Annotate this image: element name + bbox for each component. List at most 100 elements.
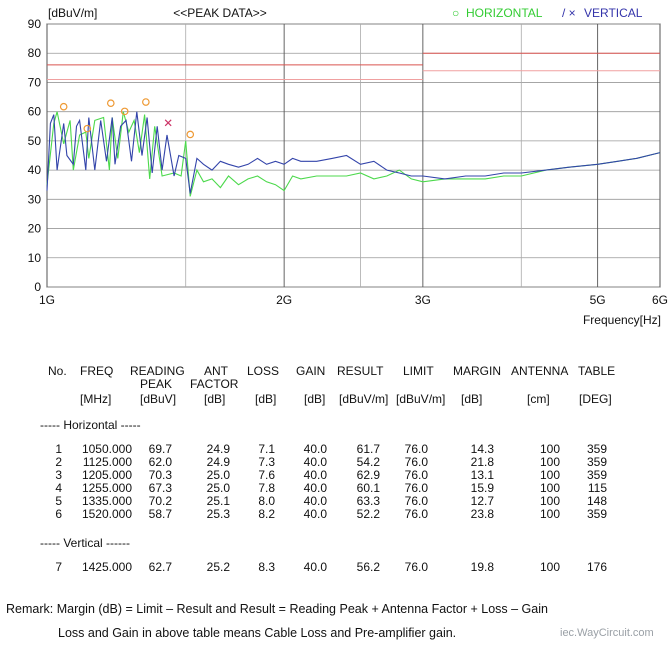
table-cell: 8.3 <box>258 560 275 574</box>
peak-marker-horizontal <box>142 98 150 106</box>
table-cell: 62.0 <box>148 455 172 469</box>
table-cell: 58.7 <box>148 507 172 521</box>
y-tick-label: 10 <box>28 251 42 265</box>
table-cell: 359 <box>586 442 607 456</box>
table-cell: 76.0 <box>404 481 428 495</box>
table-cell: 100 <box>539 560 560 574</box>
table-cell: 23.8 <box>470 507 494 521</box>
section-vertical: ----- Vertical ------ <box>40 536 130 550</box>
table-cell: 67.3 <box>148 481 172 495</box>
table-cell: 359 <box>586 455 607 469</box>
plot-frame <box>46 23 661 288</box>
table-cell: 7.6 <box>258 468 275 482</box>
table-cell: 5 <box>55 494 62 508</box>
x-tick-label: 6G <box>652 293 668 307</box>
chart-title: <<PEAK DATA>> <box>173 6 267 20</box>
peak-marker-horizontal <box>186 130 195 139</box>
y-tick-label: 60 <box>28 105 42 119</box>
table-cell: 40.0 <box>303 455 327 469</box>
emission-chart: 0 10 20 30 40 50 60 70 80 90 1G 2G 3G 5G 6G [dBuV/m] <<P… <box>28 6 668 327</box>
unit-antenna: [cm] <box>527 392 550 406</box>
table-cell: 61.7 <box>356 442 380 456</box>
table-cell: 4 <box>55 481 62 495</box>
table-cell: 76.0 <box>404 560 428 574</box>
table-cell: 1255.000 <box>81 481 132 495</box>
header-no: No. <box>48 364 67 378</box>
series-line-horizontal <box>46 111 661 197</box>
header-antenna: ANTENNA <box>511 364 569 378</box>
table-cell: 176 <box>586 560 607 574</box>
y-tick-label: 70 <box>28 75 42 89</box>
x-tick-label: 3G <box>415 293 431 307</box>
header-ant: ANT <box>204 364 228 378</box>
table-cell: 7 <box>55 560 62 574</box>
remark-line-2: Loss and Gain in above table means Cable… <box>58 626 457 640</box>
remark-line-1: Remark: Margin (dB) = Limit – Result and… <box>6 602 548 616</box>
header-margin: MARGIN <box>453 364 501 378</box>
x-tick-label: 5G <box>590 293 606 307</box>
y-tick-label: 50 <box>28 134 42 148</box>
series-line-vertical <box>46 111 661 194</box>
table-cell: 19.8 <box>470 560 494 574</box>
table-cell: 13.1 <box>470 468 494 482</box>
table-cell: 1050.000 <box>81 442 132 456</box>
table-cell: 25.1 <box>206 494 230 508</box>
header-limit: LIMIT <box>403 364 434 378</box>
header-result: RESULT <box>337 364 384 378</box>
legend-horizontal-label: HORIZONTAL <box>466 6 543 20</box>
unit-freq: [MHz] <box>80 392 112 406</box>
peak-marker-vertical <box>164 119 172 127</box>
table-cell: 70.3 <box>148 468 172 482</box>
table-cell: 76.0 <box>404 494 428 508</box>
watermark-text: iec.WayCircuit.com <box>560 627 654 639</box>
legend-vertical-marker: / × <box>562 6 576 20</box>
table-cell: 8.2 <box>258 507 275 521</box>
table-cell: 115 <box>587 481 607 495</box>
table-cell: 62.7 <box>148 560 172 574</box>
header-reading-peak: PEAK <box>140 377 173 391</box>
table-cell: 54.2 <box>356 455 380 469</box>
table-cell: 25.3 <box>206 507 230 521</box>
header-freq: FREQ <box>80 364 114 378</box>
table-cell: 15.9 <box>470 481 494 495</box>
table-cell: 7.1 <box>258 442 275 456</box>
table-cell: 7.3 <box>258 455 275 469</box>
table-cell: 25.2 <box>206 560 230 574</box>
peak-marker-horizontal <box>120 107 129 116</box>
table-cell: 1125.000 <box>82 455 132 469</box>
table-cell: 40.0 <box>303 507 327 521</box>
table-cell: 52.2 <box>356 507 380 521</box>
table-cell: 76.0 <box>404 507 428 521</box>
unit-result: [dBuV/m] <box>339 392 389 406</box>
table-cell: 24.9 <box>206 442 230 456</box>
legend-vertical-label: VERTICAL <box>584 6 643 20</box>
table-cell: 62.9 <box>356 468 380 482</box>
table-cell: 24.9 <box>206 455 230 469</box>
table-cell: 100 <box>539 507 560 521</box>
table-cell: 76.0 <box>404 442 428 456</box>
x-axis-label: Frequency[Hz] <box>583 313 661 327</box>
table-cell: 40.0 <box>303 468 327 482</box>
table-cell: 100 <box>539 494 560 508</box>
table-cell: 25.0 <box>206 468 230 482</box>
header-gain: GAIN <box>296 364 326 378</box>
table-cell: 40.0 <box>303 481 327 495</box>
table-cell: 21.8 <box>470 455 494 469</box>
y-tick-label: 40 <box>28 163 42 177</box>
x-tick-label: 2G <box>276 293 292 307</box>
table-cell: 6 <box>55 507 62 521</box>
table-cell: 7.8 <box>258 481 275 495</box>
table-cell: 148 <box>586 494 607 508</box>
y-axis-label: [dBuV/m] <box>48 6 97 20</box>
y-tick-label: 20 <box>28 222 42 236</box>
table-cell: 1520.000 <box>81 507 132 521</box>
header-loss: LOSS <box>247 364 280 378</box>
unit-ant: [dB] <box>204 392 226 406</box>
table-cell: 1335.000 <box>81 494 132 508</box>
unit-margin: [dB] <box>461 392 483 406</box>
table-cell: 12.7 <box>470 494 494 508</box>
y-tick-label: 90 <box>28 17 42 31</box>
unit-limit: [dBuV/m] <box>396 392 446 406</box>
table-cell: 14.3 <box>470 442 494 456</box>
table-cell: 8.0 <box>258 494 275 508</box>
